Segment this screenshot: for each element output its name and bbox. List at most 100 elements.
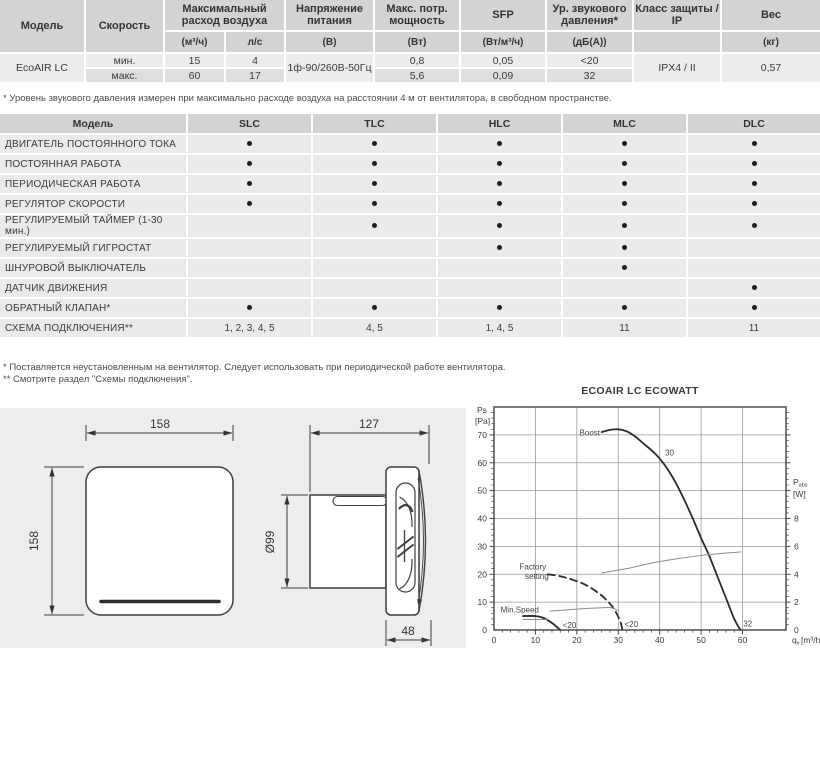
- curve-factory-setting-power: [549, 606, 618, 612]
- feature-dot-icon: [622, 161, 627, 167]
- svg-text:20: 20: [572, 635, 582, 645]
- col-header-max-airflow: Максимальный расход воздуха: [165, 0, 284, 30]
- svg-text:40: 40: [655, 635, 665, 645]
- sound-min: <20: [547, 54, 632, 67]
- curve-min-speed-pressure: [522, 615, 562, 631]
- feature-dot-icon: [247, 305, 252, 311]
- feature-row: ДАТЧИК ДВИЖЕНИЯ: [0, 279, 820, 297]
- fan-blade-mid: [398, 504, 414, 513]
- feature-row: СХЕМА ПОДКЛЮЧЕНИЯ** 1, 2, 3, 4, 5 4, 5 1, 4…: [0, 319, 820, 337]
- power-max: 5,6: [375, 69, 459, 82]
- col-header-model: Модель: [0, 0, 84, 52]
- feature-row: РЕГУЛЯТОР СКОРОСТИ: [0, 195, 820, 213]
- feature-dot-icon: [622, 141, 627, 147]
- feature-dot-icon: [247, 161, 252, 167]
- svg-text:[Pa]: [Pa]: [475, 416, 490, 426]
- feature-cell: [313, 259, 436, 277]
- col-header-weight: Вес: [722, 0, 820, 30]
- svg-text:10: 10: [478, 597, 488, 607]
- feature-dot-icon: [622, 305, 627, 311]
- feature-cell: [688, 195, 820, 213]
- spec-table: Модель Скорость Максимальный расход возд…: [0, 0, 820, 84]
- feature-cell: [438, 135, 561, 153]
- feature-cell: [563, 215, 686, 237]
- svg-text:6: 6: [794, 541, 799, 551]
- feature-dot-icon: [622, 245, 627, 251]
- feature-cell: [313, 175, 436, 193]
- feature-cell: [688, 215, 820, 237]
- col-header-max-power: Макс. потр. мощность: [375, 0, 459, 30]
- feature-row: ДВИГАТЕЛЬ ПОСТОЯННОГО ТОКА: [0, 135, 820, 153]
- feature-cell: 1, 4, 5: [438, 319, 561, 337]
- unit-volt: (В): [286, 32, 373, 52]
- feature-cell: [438, 279, 561, 297]
- feature-label: ШНУРОВОЙ ВЫКЛЮЧАТЕЛЬ: [0, 259, 186, 277]
- dimension-drawings: 158 158: [27, 417, 432, 646]
- features-header-slc: SLC: [188, 114, 311, 133]
- curve-boost-pressure: [600, 428, 742, 631]
- feature-dot-icon: [497, 305, 502, 311]
- feature-cell: [563, 135, 686, 153]
- svg-text:0: 0: [492, 635, 497, 645]
- feature-cell: [688, 299, 820, 317]
- front-view-drawing: [44, 425, 234, 616]
- features-header-dlc: DLC: [688, 114, 820, 133]
- col-header-speed: Скорость: [86, 0, 163, 52]
- chart-annotation: setting: [525, 572, 549, 581]
- side-view-drawing: [281, 425, 432, 646]
- airflow-min-ls: 4: [226, 54, 284, 67]
- svg-text:30: 30: [614, 635, 624, 645]
- fan-blade-bottom: [399, 558, 413, 590]
- feature-cell: [688, 259, 820, 277]
- col-header-protection: Класс защиты / IP: [634, 0, 720, 30]
- feature-cell: [313, 239, 436, 257]
- panel-depth-label: 48: [401, 624, 415, 638]
- chart-annotation: Boost: [580, 429, 601, 438]
- panel-clip: [417, 599, 422, 602]
- svg-text:60: 60: [478, 458, 488, 468]
- features-header-tlc: TLC: [313, 114, 436, 133]
- feature-cell: [313, 279, 436, 297]
- voltage-value: 1ф-90/260В-50Гц: [286, 54, 373, 82]
- feature-cell: [313, 135, 436, 153]
- svg-text:60: 60: [738, 635, 748, 645]
- airflow-max-ls: 17: [226, 69, 284, 82]
- feature-cell: [688, 155, 820, 173]
- feature-cell: 1, 2, 3, 4, 5: [188, 319, 311, 337]
- feature-cell: [688, 239, 820, 257]
- feature-row: РЕГУЛИРУЕМЫЙ ГИГРОСТАТ: [0, 239, 820, 257]
- feature-dot-icon: [372, 223, 377, 229]
- feature-dot-icon: [372, 141, 377, 147]
- feature-label: СХЕМА ПОДКЛЮЧЕНИЯ**: [0, 319, 186, 337]
- feature-label: ПОСТОЯННАЯ РАБОТА: [0, 155, 186, 173]
- feature-cell: [188, 299, 311, 317]
- speed-max-label: макс.: [86, 69, 163, 82]
- chart-annotation: 32: [743, 619, 752, 628]
- feature-cell: [438, 175, 561, 193]
- feature-cell: 11: [563, 319, 686, 337]
- svg-text:70: 70: [478, 430, 488, 440]
- unit-ls: л/с: [226, 32, 284, 52]
- feature-cell: [313, 299, 436, 317]
- feature-cell: [563, 299, 686, 317]
- feature-cell: [188, 259, 311, 277]
- feature-row: ОБРАТНЫЙ КЛАПАН*: [0, 299, 820, 317]
- svg-text:30: 30: [478, 541, 488, 551]
- features-header-mlc: MLC: [563, 114, 686, 133]
- performance-chart: Boost 30 32 Factory setting Min.Speed <20 <20 0 1…: [470, 383, 820, 675]
- curve-boost-power: [601, 551, 741, 574]
- feature-dot-icon: [751, 223, 757, 229]
- chart-annotation: Min.Speed: [501, 605, 539, 614]
- svg-text:qv[m³/h]: qv[m³/h]: [792, 635, 820, 647]
- feature-dot-icon: [751, 305, 757, 311]
- feature-cell: [313, 195, 436, 213]
- feature-cell: [188, 175, 311, 193]
- feature-cell: [438, 155, 561, 173]
- feature-cell: 11: [688, 319, 820, 337]
- feature-cell: [188, 239, 311, 257]
- col-header-voltage: Напряжение питания: [286, 0, 373, 30]
- feature-label: ДВИГАТЕЛЬ ПОСТОЯННОГО ТОКА: [0, 135, 186, 153]
- feature-dot-icon: [622, 223, 627, 229]
- spec-footnote: * Уровень звукового давления измерен при…: [3, 93, 612, 104]
